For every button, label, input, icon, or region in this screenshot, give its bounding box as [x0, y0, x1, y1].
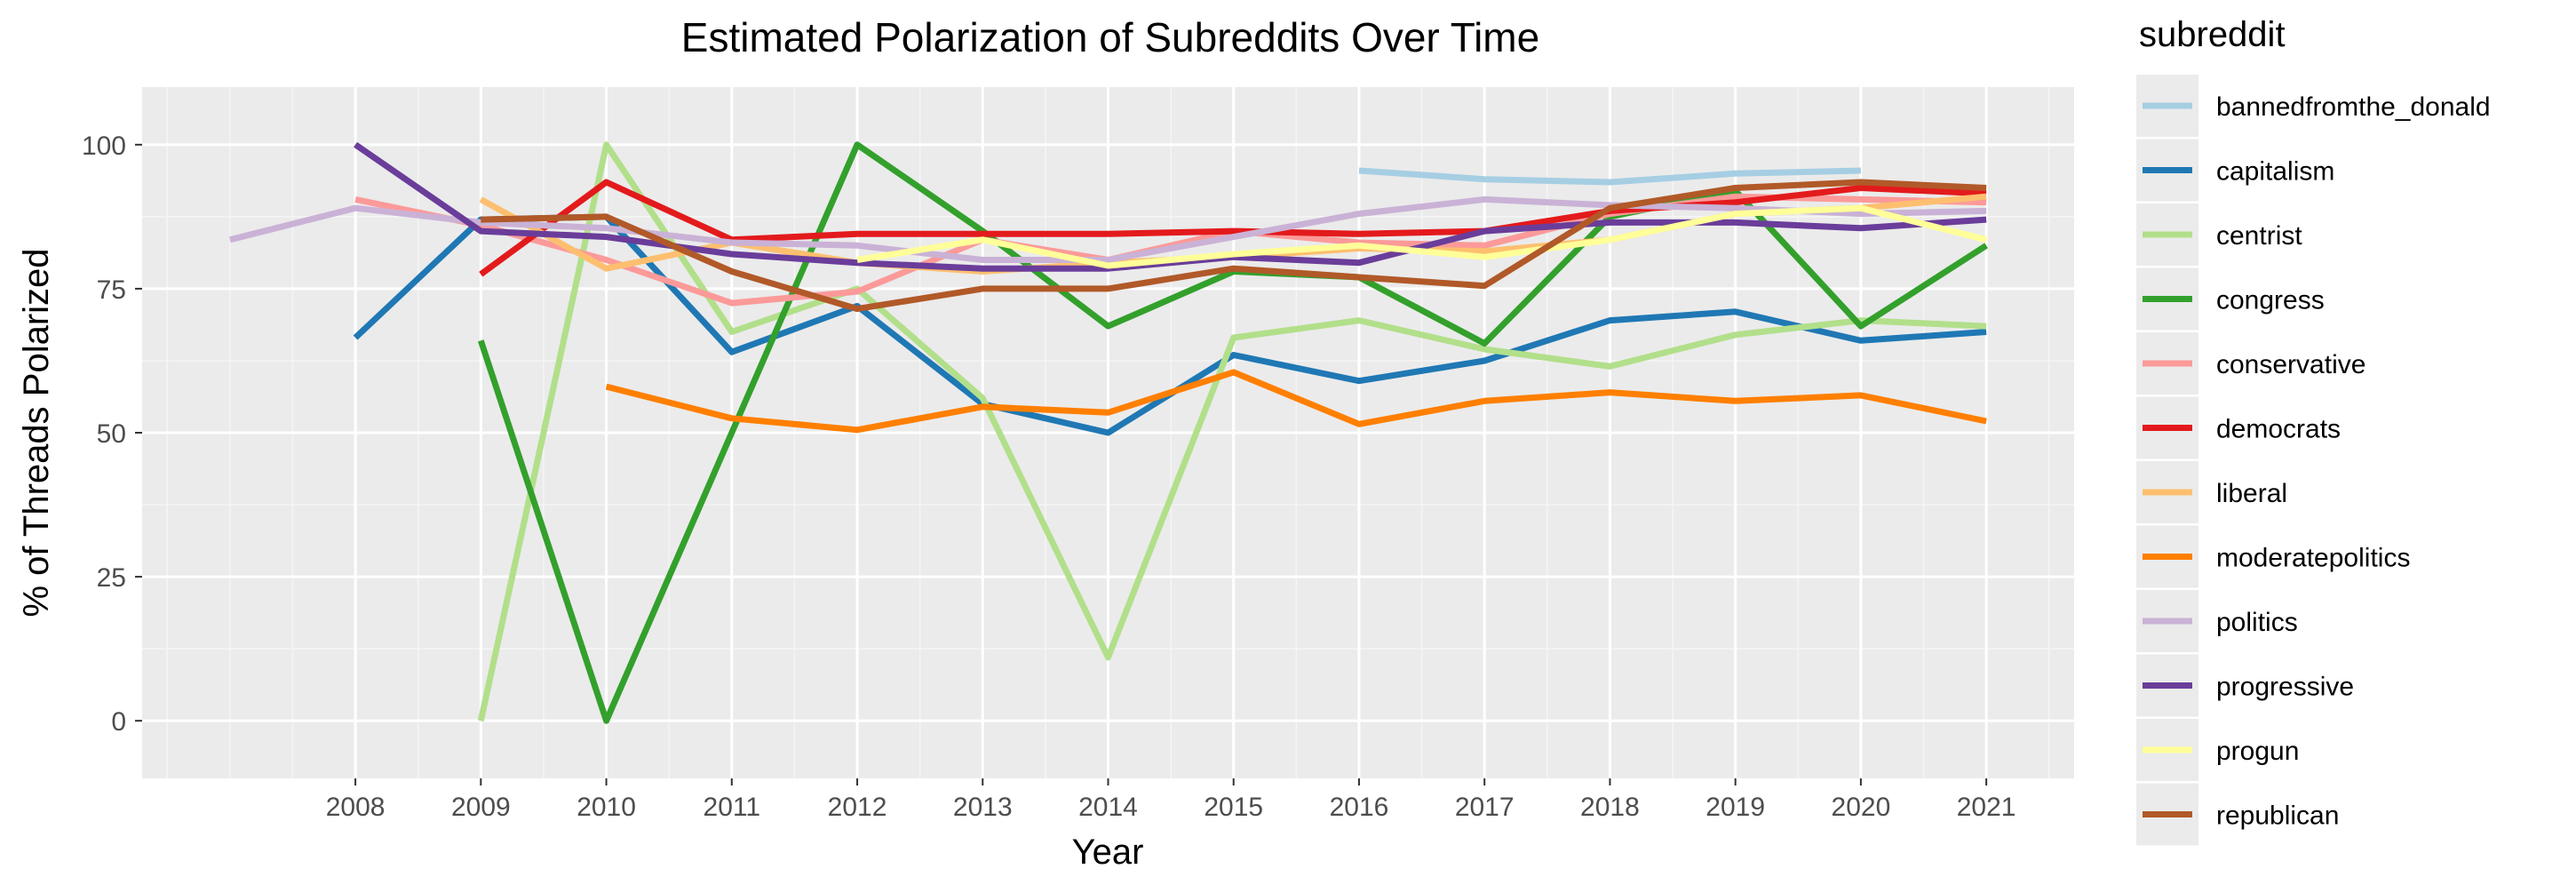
legend-label-liberal: liberal [2216, 479, 2287, 508]
series-line-republican [481, 179, 1987, 313]
x-tick-label: 2015 [1204, 793, 1263, 822]
y-axis: 0 25 50 75 100 [82, 132, 142, 737]
legend-label-politics: politics [2216, 608, 2298, 637]
y-axis-title: % of Threads Polarized [17, 248, 56, 617]
legend-label-moderatepolitics: moderatepolitics [2216, 544, 2410, 573]
y-tick-label: 50 [97, 419, 126, 449]
series-line-progun [856, 204, 1987, 269]
series-line-centrist [477, 141, 1987, 722]
series-line-bannedfromthe_donald [1358, 167, 1861, 186]
x-tick-label: 2009 [451, 793, 511, 822]
legend-label-republican: republican [2216, 801, 2339, 831]
x-tick-label: 2019 [1705, 793, 1765, 822]
x-tick-label: 2014 [1078, 793, 1138, 822]
y-tick-label: 0 [111, 707, 126, 737]
x-axis-title: Year [1072, 833, 1144, 872]
x-tick-label: 2021 [1957, 793, 2016, 822]
legend-label-capitalism: capitalism [2216, 157, 2334, 187]
y-tick-label: 75 [97, 275, 126, 305]
series-line-politics [229, 195, 1987, 263]
legend-label-progressive: progressive [2216, 673, 2354, 702]
x-tick-label: 2020 [1832, 793, 1891, 822]
legend-label-bannedfromthe_donald: bannedfromthe_donald [2216, 92, 2491, 122]
x-tick-label: 2018 [1580, 793, 1640, 822]
legend: subreddit bannedfromthe_donald capitalism… [2136, 15, 2491, 846]
legend-title: subreddit [2139, 15, 2286, 54]
legend-label-conservative: conservative [2216, 350, 2365, 379]
x-tick-label: 2010 [576, 793, 636, 822]
x-tick-label: 2017 [1455, 793, 1515, 822]
series-line-moderatepolitics [605, 369, 1987, 434]
x-axis: 2008 2009 2010 2011 2012 2013 2014 2015 2016 2017… [326, 778, 2016, 822]
x-tick-label: 2012 [828, 793, 887, 822]
x-tick-label: 2011 [704, 793, 761, 822]
legend-label-congress: congress [2216, 286, 2325, 315]
x-tick-label: 2008 [326, 793, 386, 822]
y-tick-label: 100 [82, 132, 126, 161]
chart-title: Estimated Polarization of Subreddits Ove… [681, 14, 1539, 60]
series-lines [229, 141, 1988, 724]
x-tick-label: 2013 [953, 793, 1013, 822]
legend-label-centrist: centrist [2216, 221, 2302, 251]
y-tick-label: 25 [97, 563, 126, 593]
legend-label-democrats: democrats [2216, 415, 2341, 444]
x-tick-label: 2016 [1330, 793, 1389, 822]
legend-label-progun: progun [2216, 737, 2299, 766]
